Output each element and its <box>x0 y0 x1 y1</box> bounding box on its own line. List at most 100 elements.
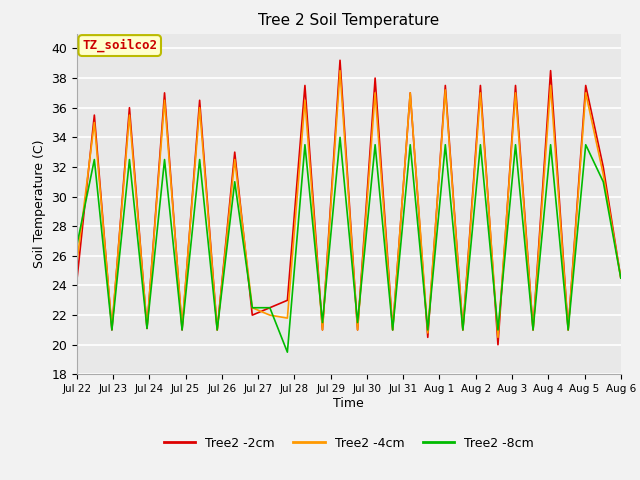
Tree2 -2cm <box>389 327 397 333</box>
Tree2 -8cm <box>547 142 554 148</box>
Tree2 -4cm <box>564 327 572 333</box>
Tree2 -2cm <box>319 327 326 333</box>
Tree2 -4cm <box>547 83 554 88</box>
Legend: Tree2 -2cm, Tree2 -4cm, Tree2 -8cm: Tree2 -2cm, Tree2 -4cm, Tree2 -8cm <box>159 432 539 455</box>
Tree2 -2cm <box>266 305 274 311</box>
Tree2 -8cm <box>231 179 239 185</box>
Tree2 -2cm <box>529 327 537 333</box>
Tree2 -2cm <box>511 83 519 88</box>
Tree2 -2cm <box>231 149 239 155</box>
Tree2 -4cm <box>179 324 186 330</box>
Tree2 -2cm <box>371 75 379 81</box>
Tree2 -8cm <box>494 327 502 333</box>
Tree2 -4cm <box>231 156 239 162</box>
Tree2 -8cm <box>248 305 256 311</box>
Tree2 -2cm <box>161 90 168 96</box>
Tree2 -4cm <box>161 97 168 103</box>
Tree2 -8cm <box>284 349 291 355</box>
Tree2 -2cm <box>108 327 116 333</box>
Tree2 -2cm <box>354 327 362 333</box>
Tree2 -4cm <box>90 120 98 125</box>
Tree2 -4cm <box>248 305 256 311</box>
Tree2 -8cm <box>73 242 81 248</box>
Tree2 -8cm <box>108 327 116 333</box>
Tree2 -2cm <box>600 164 607 170</box>
Line: Tree2 -2cm: Tree2 -2cm <box>77 60 621 345</box>
Tree2 -8cm <box>90 156 98 162</box>
Tree2 -4cm <box>459 327 467 333</box>
Tree2 -4cm <box>108 324 116 330</box>
Tree2 -8cm <box>266 305 274 311</box>
Tree2 -4cm <box>266 312 274 318</box>
Tree2 -8cm <box>389 327 397 333</box>
Tree2 -8cm <box>582 142 589 148</box>
Tree2 -8cm <box>477 142 484 148</box>
Tree2 -4cm <box>73 260 81 266</box>
Tree2 -4cm <box>442 87 449 93</box>
Tree2 -8cm <box>336 134 344 140</box>
Tree2 -4cm <box>477 90 484 96</box>
Tree2 -2cm <box>494 342 502 348</box>
Tree2 -2cm <box>213 327 221 333</box>
Tree2 -4cm <box>406 90 414 96</box>
Tree2 -8cm <box>442 142 449 148</box>
Tree2 -8cm <box>600 179 607 185</box>
Tree2 -2cm <box>582 83 589 88</box>
Tree2 -8cm <box>371 142 379 148</box>
Tree2 -4cm <box>213 327 221 333</box>
Tree2 -4cm <box>529 327 537 333</box>
Tree2 -2cm <box>617 275 625 281</box>
Tree2 -8cm <box>143 325 151 331</box>
Tree2 -4cm <box>301 97 308 103</box>
Tree2 -8cm <box>459 327 467 333</box>
Tree2 -2cm <box>125 105 133 110</box>
Tree2 -4cm <box>511 90 519 96</box>
Tree2 -2cm <box>547 68 554 73</box>
Tree2 -2cm <box>143 325 151 331</box>
Text: TZ_soilco2: TZ_soilco2 <box>82 39 157 52</box>
Tree2 -8cm <box>529 327 537 333</box>
Tree2 -8cm <box>354 320 362 325</box>
Tree2 -4cm <box>196 105 204 110</box>
Tree2 -2cm <box>336 58 344 63</box>
Line: Tree2 -8cm: Tree2 -8cm <box>77 137 621 352</box>
Tree2 -8cm <box>161 156 168 162</box>
Tree2 -8cm <box>319 320 326 325</box>
Tree2 -8cm <box>125 156 133 162</box>
Tree2 -2cm <box>196 97 204 103</box>
Tree2 -8cm <box>406 142 414 148</box>
Tree2 -8cm <box>179 327 186 333</box>
Tree2 -4cm <box>600 171 607 177</box>
Tree2 -8cm <box>213 327 221 333</box>
Tree2 -8cm <box>617 275 625 281</box>
Tree2 -4cm <box>424 330 431 336</box>
Tree2 -8cm <box>511 142 519 148</box>
Tree2 -4cm <box>284 315 291 321</box>
Tree2 -8cm <box>564 327 572 333</box>
Tree2 -2cm <box>248 312 256 318</box>
Tree2 -8cm <box>196 156 204 162</box>
Tree2 -2cm <box>406 90 414 96</box>
Tree2 -4cm <box>319 327 326 333</box>
Title: Tree 2 Soil Temperature: Tree 2 Soil Temperature <box>258 13 440 28</box>
Tree2 -2cm <box>73 278 81 284</box>
Tree2 -2cm <box>179 327 186 333</box>
Line: Tree2 -4cm: Tree2 -4cm <box>77 71 621 337</box>
Tree2 -8cm <box>424 327 431 333</box>
Tree2 -4cm <box>143 324 151 330</box>
Tree2 -2cm <box>284 298 291 303</box>
Tree2 -2cm <box>442 83 449 88</box>
Tree2 -8cm <box>301 142 308 148</box>
Tree2 -4cm <box>582 90 589 96</box>
Tree2 -2cm <box>424 335 431 340</box>
X-axis label: Time: Time <box>333 397 364 410</box>
Tree2 -4cm <box>494 335 502 340</box>
Tree2 -2cm <box>459 327 467 333</box>
Tree2 -4cm <box>125 112 133 118</box>
Tree2 -2cm <box>564 327 572 333</box>
Tree2 -4cm <box>389 327 397 333</box>
Tree2 -4cm <box>371 90 379 96</box>
Tree2 -2cm <box>477 83 484 88</box>
Tree2 -4cm <box>354 327 362 333</box>
Tree2 -4cm <box>617 275 625 281</box>
